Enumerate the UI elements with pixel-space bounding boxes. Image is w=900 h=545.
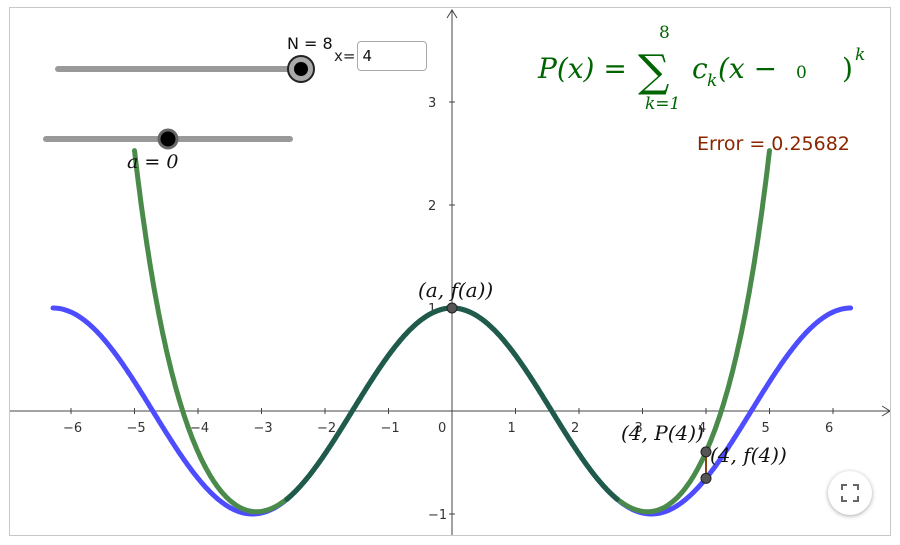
- x-tick-label: 1: [508, 421, 516, 436]
- point-a-fa[interactable]: [446, 302, 458, 314]
- x-tick-label: 4: [698, 421, 706, 436]
- x-tick-label: 2: [571, 421, 579, 436]
- x-tick-label: −4: [190, 421, 209, 436]
- point-4-p4[interactable]: [700, 446, 712, 458]
- label-a-fa: (a, f(a)): [418, 278, 493, 302]
- x-tick-label: 0: [438, 421, 446, 436]
- x-input-label: x=: [334, 47, 356, 65]
- x-tick-label: −5: [127, 421, 146, 436]
- y-tick-label: 3: [428, 96, 436, 111]
- x-tick-label: 3: [635, 421, 643, 436]
- formula-open: (x −: [718, 52, 777, 85]
- axes: −6 −5 −4 −3 −2 −1 0 1 2 3 4 5 6 −1 1 2 3: [10, 9, 890, 535]
- formula-power: k: [855, 45, 865, 65]
- slider-a[interactable]: a = 0: [43, 128, 293, 173]
- fullscreen-icon: [841, 484, 859, 502]
- label-4-f4: (4, f(4)): [710, 443, 787, 467]
- x-tick-label: 6: [825, 421, 833, 436]
- formula-coef-sub: k: [707, 71, 717, 91]
- x-tick-label: −3: [254, 421, 273, 436]
- x-tick-label: 5: [762, 421, 770, 436]
- formula-sum-upper: 8: [659, 23, 670, 43]
- y-tick-label: 1: [428, 302, 436, 317]
- graphing-canvas[interactable]: −6 −5 −4 −3 −2 −1 0 1 2 3 4 5 6 −1 1 2 3 (a, f(a)) (4, P…: [9, 7, 891, 536]
- formula-sum-symbol: ∑: [638, 46, 669, 97]
- slider-n-handle[interactable]: [294, 62, 308, 76]
- x-tick-label: −1: [381, 421, 400, 436]
- formula-coef: c: [692, 52, 708, 85]
- error-label: Error = 0.25682: [697, 133, 850, 155]
- formula-lhs: P(x) =: [537, 52, 627, 85]
- plot-area[interactable]: −6 −5 −4 −3 −2 −1 0 1 2 3 4 5 6 −1 1 2 3 (a, f(a)) (4, P…: [10, 8, 891, 536]
- polynomial-formula: P(x) = ∑ 8 k=1 c k (x − 0 ) k: [537, 23, 865, 114]
- x-input-group: x=: [334, 41, 428, 71]
- slider-a-label: a = 0: [127, 151, 178, 173]
- formula-sum-lower: k=1: [645, 94, 680, 114]
- x-tick-label: −6: [63, 421, 82, 436]
- fullscreen-button[interactable]: [828, 471, 872, 515]
- label-4-p4: (4, P(4)): [621, 421, 704, 445]
- y-tick-label: −1: [428, 508, 447, 523]
- slider-n[interactable]: N = 8: [55, 34, 333, 83]
- formula-center: 0: [796, 63, 807, 83]
- x-axis-arrow: [881, 405, 890, 417]
- slider-n-label: N = 8: [287, 34, 333, 53]
- y-axis-arrow: [446, 9, 458, 19]
- x-tick-label: −2: [317, 421, 336, 436]
- slider-a-handle[interactable]: [157, 128, 179, 150]
- x-input[interactable]: [357, 41, 428, 71]
- formula-close: ): [842, 52, 853, 85]
- point-4-f4[interactable]: [700, 472, 712, 484]
- y-tick-label: 2: [428, 199, 436, 214]
